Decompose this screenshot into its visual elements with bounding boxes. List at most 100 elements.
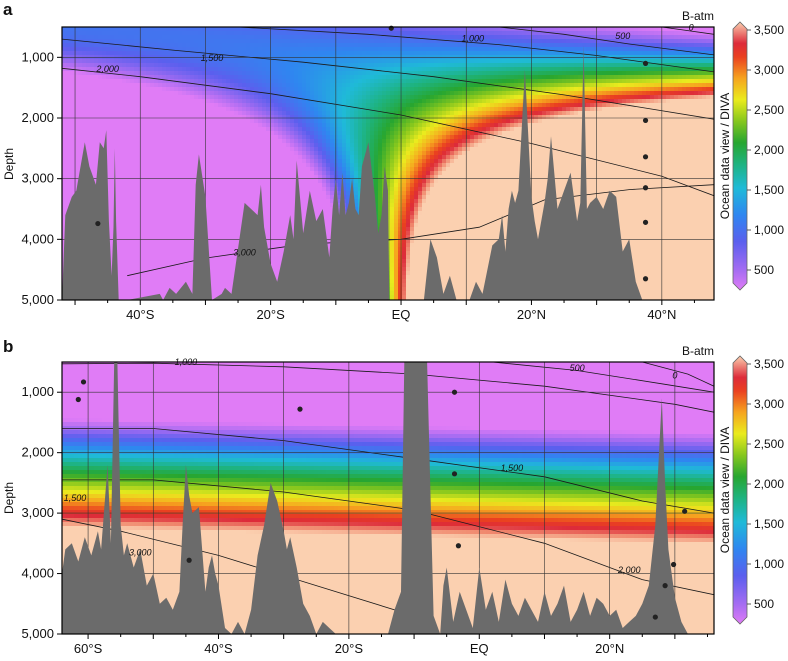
panelA-heat-cell [326,135,331,140]
panelA-heat-cell [218,111,223,116]
panelA-heat-cell [486,99,491,104]
panelA-heat-cell [586,95,591,100]
panelA-heat-cell [426,131,431,136]
panelA-heat-cell [602,71,607,76]
panelA-heat-cell [134,107,139,112]
panelA-heat-cell [206,99,211,104]
panelA-heat-cell [542,139,547,144]
panelA-heat-cell [406,51,411,56]
panelA-heat-cell [574,67,579,72]
panelA-heat-cell [266,47,271,52]
panelA-heat-cell [474,139,479,144]
panelA-heat-cell [110,67,115,72]
panelA-heat-cell [142,71,147,76]
panelA-heat-cell [342,91,347,96]
panelA-heat-cell [210,35,215,40]
panelA-heat-cell [526,111,531,116]
panelA-heat-cell [94,99,99,104]
panelA-heat-cell [162,107,167,112]
panelA-heat-cell [142,39,147,44]
panelA-heat-cell [66,47,71,52]
panelA-heat-cell [250,99,255,104]
panelA-heat-cell [546,99,551,104]
panelA-heat-cell [686,83,691,88]
panelA-heat-cell [570,71,575,76]
panelA-heat-cell [230,39,235,44]
panelA-heat-cell [198,79,203,84]
panelA-heat-cell [122,127,127,132]
panelA-heat-cell [418,59,423,64]
panelA-heat-cell [678,67,683,72]
panelA-heat-cell [342,35,347,40]
panelA-heat-cell [422,67,427,72]
panelA-heat-cell [86,103,91,108]
panelA-heat-cell [258,71,263,76]
panelA-heat-cell [646,31,651,36]
panelA-heat-cell [158,127,163,132]
panelA-heat-cell [202,139,207,144]
panelA-heat-cell [654,127,659,132]
panelA-heat-cell [378,31,383,36]
panelA-heat-cell [406,63,411,68]
panelA-heat-cell [706,79,711,84]
panelA-heat-cell [206,47,211,52]
panelA-heat-cell [222,131,227,136]
panelA-heat-cell [334,123,339,128]
panelA-heat-cell [106,131,111,136]
panelA-heat-cell [214,119,219,124]
panelA-heat-cell [670,119,675,124]
panelA-heat-cell [178,135,183,140]
panelA-heat-cell [290,107,295,112]
panelA-heat-cell [338,115,343,120]
panelA-heat-cell [94,127,99,132]
panelA-heat-cell [470,103,475,108]
panelA-heat-cell [82,75,87,80]
panelA-heat-cell [426,115,431,120]
panelA-heat-cell [70,119,75,124]
panelA-heat-cell [230,123,235,128]
panelA-heat-cell [590,39,595,44]
panelA-heat-cell [310,51,315,56]
panelA-heat-cell [322,87,327,92]
panelA-heat-cell [662,83,667,88]
panelA-heat-cell [402,115,407,120]
panelA-heat-cell [86,135,91,140]
panelA-heat-cell [650,27,655,32]
panelA-heat-cell [390,43,395,48]
panelA-heat-cell [290,139,295,144]
panelA-heat-cell [634,87,639,92]
panelA-heat-cell [354,47,359,52]
panelA-heat-cell [654,27,659,32]
panelA-heat-cell [394,119,399,124]
panelA-heat-cell [690,127,695,132]
panelA-heat-cell [366,91,371,96]
panelA-heat-cell [342,71,347,76]
panelA-heat-cell [162,71,167,76]
panelA-heat-cell [682,87,687,92]
panelA-heat-cell [358,43,363,48]
panelA-heat-cell [254,95,259,100]
panelA-heat-cell [166,95,171,100]
panelA-heat-cell [174,103,179,108]
panelA-heat-cell [210,115,215,120]
panelA-heat-cell [702,107,707,112]
panelA-heat-cell [534,131,539,136]
panelA-heat-cell [590,83,595,88]
panelA-heat-cell [294,107,299,112]
panelA-heat-cell [622,99,627,104]
panelA-heat-cell [626,91,631,96]
panelA-heat-cell [218,99,223,104]
panelA-heat-cell [334,139,339,144]
panelA-heat-cell [406,131,411,136]
panelA-heat-cell [666,91,671,96]
panelA-heat-cell [346,35,351,40]
panelA-heat-cell [106,67,111,72]
panelA-heat-cell [698,95,703,100]
panelA-heat-cell [458,143,463,148]
panelA-heat-cell [250,111,255,116]
panelA-heat-cell [498,67,503,72]
panelA-heat-cell [470,139,475,144]
panelA-heat-cell [586,79,591,84]
panelA-heat-cell [214,67,219,72]
panelA-heat-cell [566,99,571,104]
